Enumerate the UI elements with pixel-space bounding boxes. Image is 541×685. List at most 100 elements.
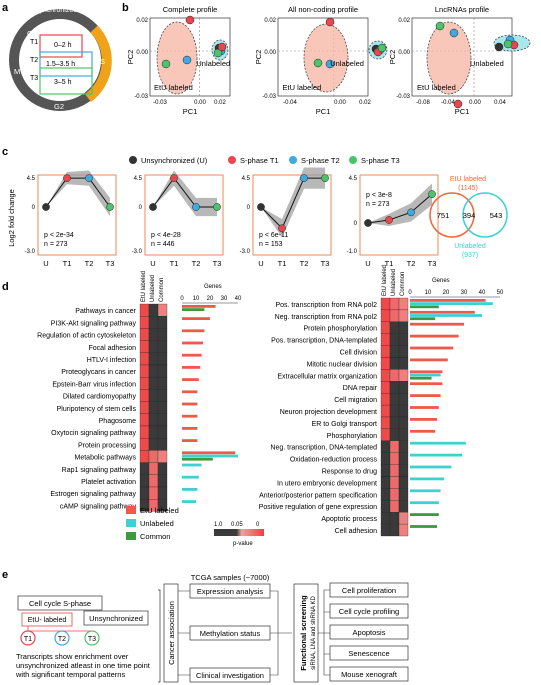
profile-plot: 4.5 0 -3.0 p < 4e-28 n = 446 U T1 T2 T3 (132, 170, 224, 268)
heatmap-cell (157, 438, 168, 451)
profile-ytick: -1.0 (347, 249, 358, 255)
heatmap-cell (148, 328, 159, 341)
gene-count-bar (410, 370, 443, 374)
profile-ytick: 0 (32, 205, 36, 211)
profile-legend: Unsynchronized (U) S-phase T1 S-phase T2… (129, 156, 400, 165)
heatmap-column-header: EtU labeled (382, 265, 388, 296)
etu-cluster-ellipse (303, 23, 349, 93)
pca-ytick: 0.02 (264, 18, 276, 24)
heatmap-cell (157, 340, 168, 353)
timepoint-marker (149, 203, 157, 211)
timepoint-marker (364, 219, 372, 227)
heatmap-cell (389, 416, 400, 430)
profile-xtick: T1 (170, 259, 179, 268)
heatmap-cell (139, 450, 150, 463)
gene-count-bar (410, 376, 432, 380)
profile-xtick: T2 (407, 259, 416, 268)
gene-count-bar (182, 378, 199, 381)
timepoint-marker (106, 203, 114, 211)
pathway-label: Neuron projection development (280, 409, 377, 416)
legend-t3: S-phase T3 (361, 156, 400, 165)
gene-count-bar (182, 366, 201, 369)
panel-label-c: c (2, 146, 8, 158)
pca-xtick: 0.00 (194, 100, 206, 106)
heatmap-cell (157, 364, 168, 378)
timepoint-marker (192, 203, 200, 211)
panel-label-a: a (2, 2, 9, 14)
pathway-label: Cell division (340, 350, 377, 357)
pca-plot: LncRNAs profile EtU labeled Unlabeled 0.02 0… (388, 5, 531, 116)
analysis-bracket (270, 590, 292, 676)
enrichment-legend: EtU labeled Unlabeled Common (126, 506, 179, 541)
heatmap-cell (139, 352, 150, 366)
unlabeled-label: Unlabeled (196, 59, 230, 68)
legend-common: Common (140, 532, 170, 541)
gene-count-bar (410, 358, 448, 362)
heatmap-cell (139, 413, 150, 427)
heatmap-cell (139, 389, 150, 402)
cell-cycle-diagram: Unsynchronized cells G1 S G2 M T1 0–2 h … (9, 7, 112, 111)
mean-trajectory (45, 177, 111, 208)
pca-point (503, 39, 513, 49)
heatmap-cell (389, 309, 400, 322)
heatmap-cell (398, 416, 409, 430)
pathway-label: Anterior/posterior pattern specification (259, 492, 377, 499)
profile-xtick: T3 (321, 259, 330, 268)
t2-text: T2 (58, 636, 66, 643)
etu-label: EtU labeled (417, 83, 456, 92)
heatmap-cell (398, 452, 409, 465)
profile-plot: 4.5 0 -3.0 p < 6e-11 n = 153 U T1 T2 T3 (240, 167, 332, 268)
gene-count-bar (182, 341, 203, 345)
heatmap-cell (148, 486, 159, 500)
heatmap-cell (157, 328, 168, 341)
gene-count-bar (410, 302, 493, 305)
gene-count-bar (182, 500, 196, 503)
pathway-label: Phagosome (99, 418, 136, 425)
pca-plot: Complete profile EtU labeled Unlabeled 0.02… (126, 5, 231, 116)
pca-frame (411, 17, 513, 97)
genes-axis-tick: 0 (180, 296, 184, 302)
genes-axis-tick: 30 (461, 290, 468, 296)
pathway-label: Pathways in cancer (75, 308, 136, 315)
desc-line-3: with significant temporal patterns (15, 670, 125, 679)
heatmap-cell (139, 377, 150, 390)
panel-label-e: e (2, 569, 8, 581)
heatmap-column-header: EtU labeled (141, 271, 147, 302)
heatmap-cell (398, 476, 409, 489)
pca-point (449, 28, 459, 38)
venn-left: 751 (437, 211, 450, 220)
pathway-label: Pos. transcription, DNA-templated (271, 338, 377, 345)
heatmap-cell (389, 321, 400, 334)
heatmap-cell (157, 450, 168, 463)
heatmap-cell (148, 364, 159, 378)
phase-g1: G1 (27, 29, 37, 38)
profile-n: n = 273 (44, 241, 68, 248)
gene-count-bar (410, 317, 436, 321)
legend-etu-swatch (126, 506, 136, 514)
heatmap-cell (139, 303, 150, 317)
gene-count-bar (410, 429, 436, 433)
pca-xtick: 0.04 (494, 100, 506, 106)
heatmap-cell (157, 316, 168, 329)
heatmap-cell (398, 512, 409, 525)
timepoint-marker (63, 174, 71, 182)
heatmap-cell (389, 357, 400, 370)
gene-count-bar (410, 373, 441, 377)
pathway-label: Extracellular matrix organization (277, 373, 377, 380)
heatmap-cell (148, 462, 159, 475)
pca-point (453, 99, 463, 109)
t2-box (39, 51, 93, 77)
pca-frame (277, 17, 369, 97)
pca-ytick: 0.00 (398, 50, 410, 56)
profile-pvalue: p < 6e-11 (259, 232, 288, 239)
gene-count-bar (410, 477, 445, 481)
pathway-label: Cell adhesion (335, 528, 378, 535)
heatmap-cell (139, 486, 150, 500)
profile-xtick: T2 (192, 259, 201, 268)
profile-n: n = 153 (259, 241, 283, 248)
heatmap-cell (157, 413, 168, 427)
heatmap-cell (380, 369, 391, 382)
timepoint-marker (407, 208, 415, 217)
gene-count-bar (182, 451, 236, 455)
pca-point (182, 55, 192, 65)
